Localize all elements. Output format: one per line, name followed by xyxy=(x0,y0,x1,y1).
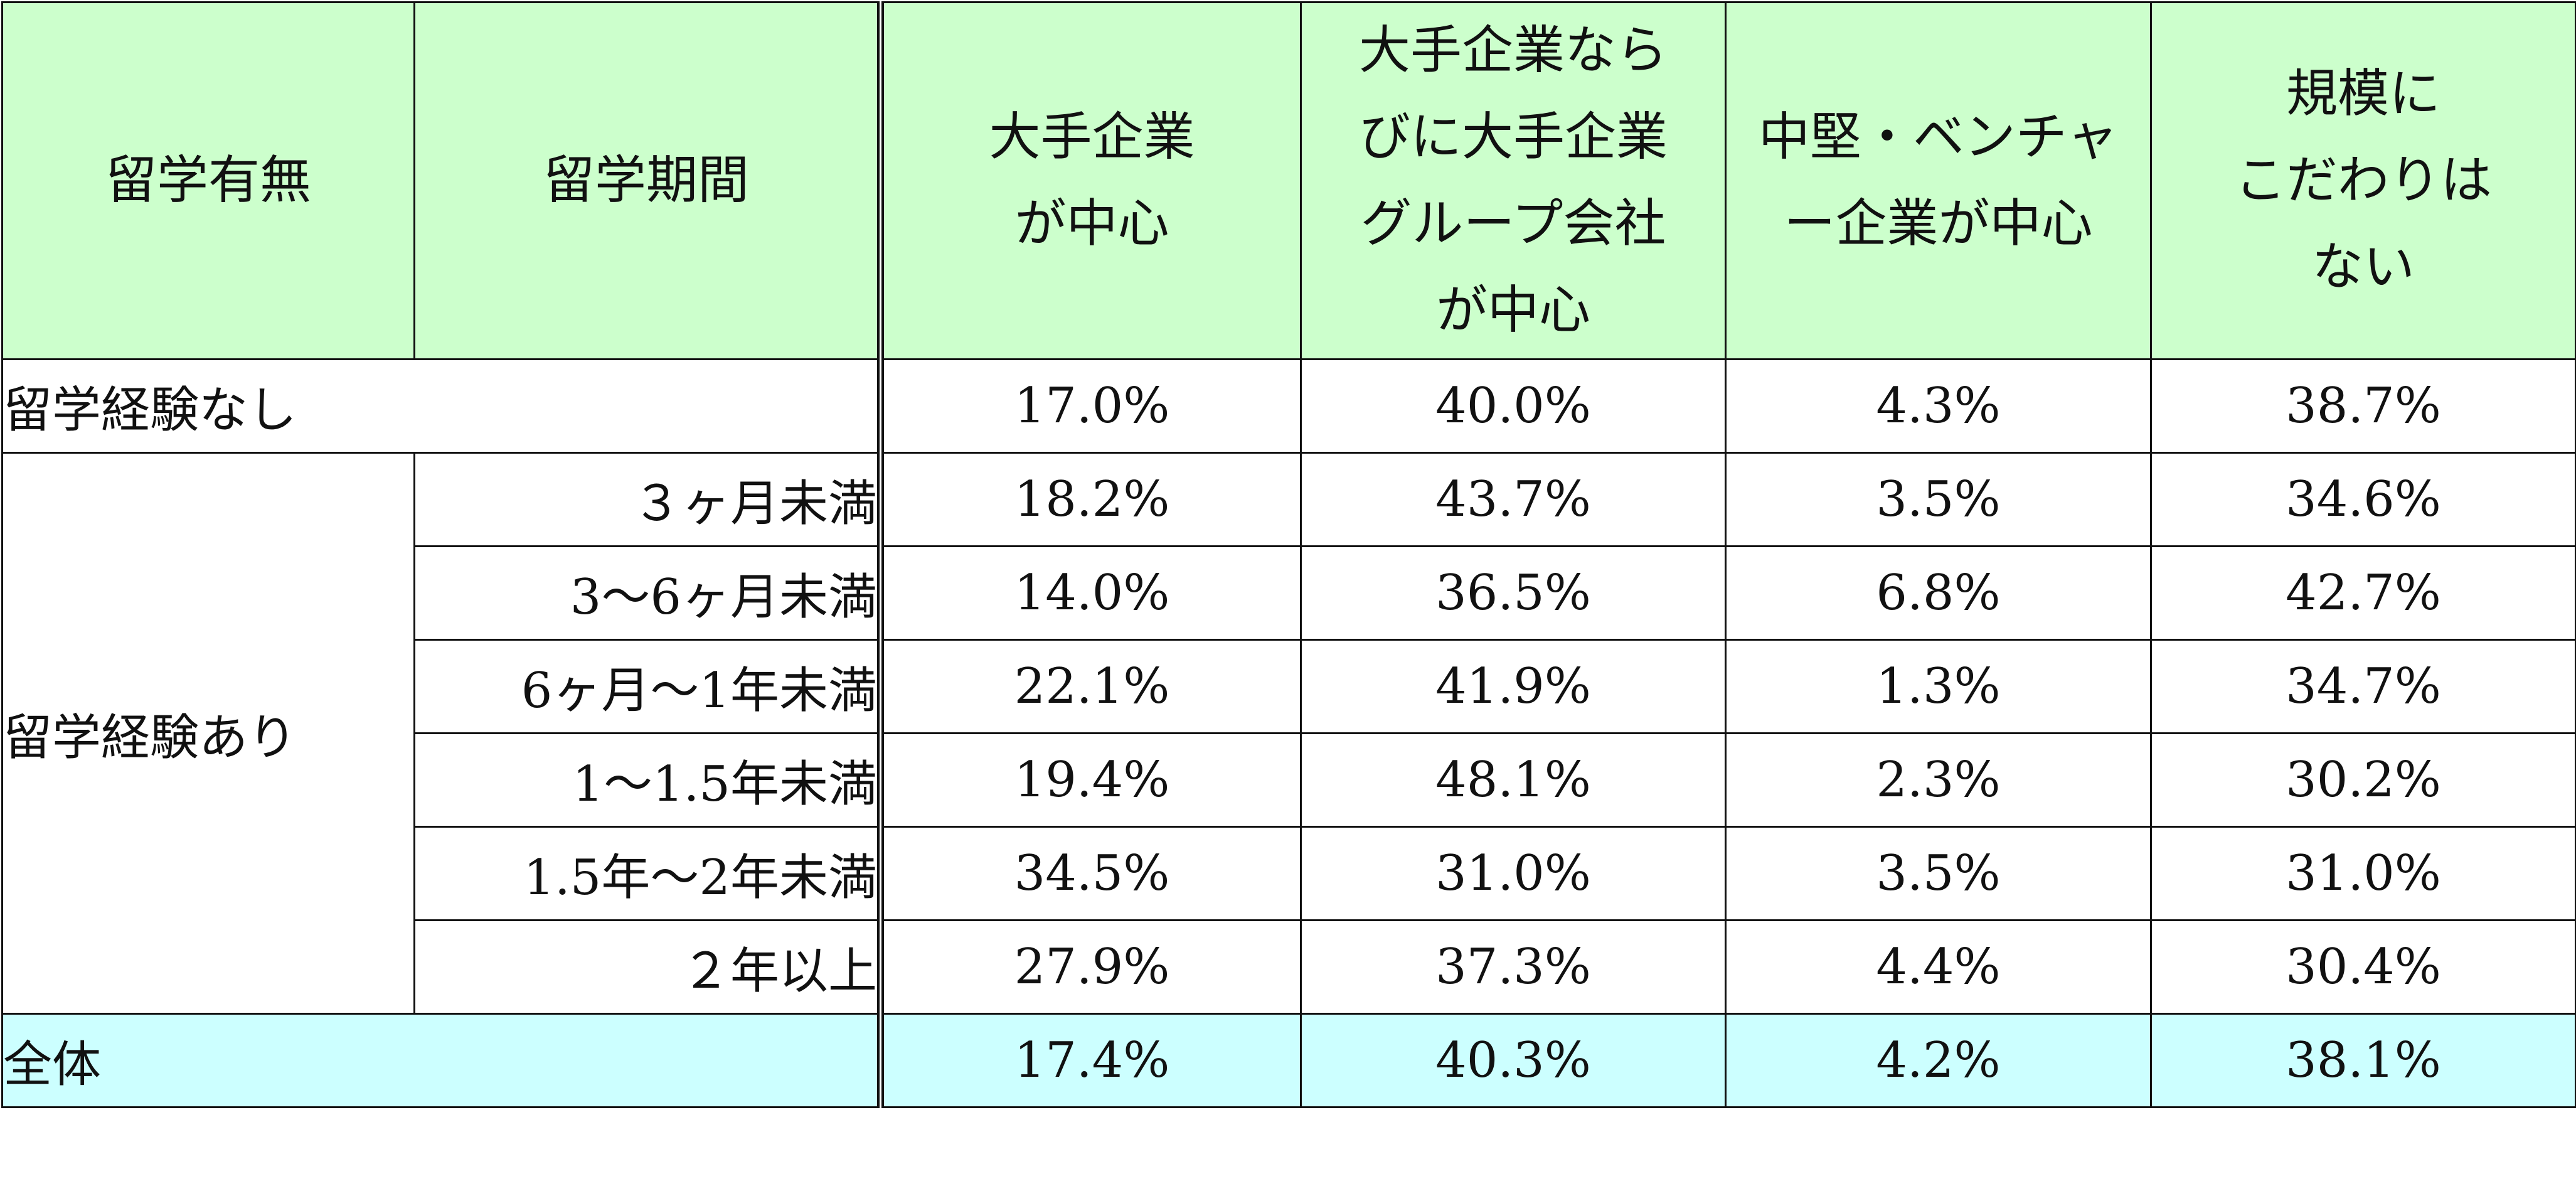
period-label: ３ヶ月未満 xyxy=(413,452,884,547)
header-large-companies: 大手企業 が中心 xyxy=(880,1,1302,360)
company-preference-table: 留学有無 留学期間 大手企業 が中心 大手企業なら びに大手企業 グループ会社 … xyxy=(1,1,2576,1108)
cell-value: 3.5% xyxy=(1725,826,2152,921)
cell-value: 41.9% xyxy=(1300,639,1727,734)
row-label-total: 全体 xyxy=(1,1013,884,1108)
cell-value: 17.4% xyxy=(880,1013,1302,1108)
header-period: 留学期間 xyxy=(413,1,884,360)
cell-value: 4.3% xyxy=(1725,358,2152,454)
header-no-size-preference-line-1: 規模に xyxy=(2286,64,2440,124)
header-large-and-group-line-4: が中心 xyxy=(1435,280,1590,340)
header-study-abroad: 留学有無 xyxy=(1,1,415,360)
period-label: 1〜1.5年未満 xyxy=(413,732,884,828)
header-large-companies-line-2: が中心 xyxy=(1014,194,1169,254)
cell-value: 4.2% xyxy=(1725,1013,2152,1108)
cell-value: 42.7% xyxy=(2150,545,2576,641)
header-midsize-venture: 中堅・ベンチャ ー企業が中心 xyxy=(1725,1,2152,360)
header-large-companies-line-1: 大手企業 xyxy=(989,107,1195,167)
cell-value: 2.3% xyxy=(1725,732,2152,828)
cell-value: 38.1% xyxy=(2150,1013,2576,1108)
period-label: 3〜6ヶ月未満 xyxy=(413,545,884,641)
cell-value: 34.5% xyxy=(880,826,1302,921)
cell-value: 3.5% xyxy=(1725,452,2152,547)
row-label-with-experience: 留学経験あり xyxy=(1,452,415,1015)
cell-value: 34.7% xyxy=(2150,639,2576,734)
cell-value: 31.0% xyxy=(2150,826,2576,921)
header-large-and-group-line-2: びに大手企業 xyxy=(1358,107,1668,167)
header-midsize-venture-line-2: ー企業が中心 xyxy=(1784,194,2093,254)
header-no-size-preference-line-3: ない xyxy=(2311,237,2415,297)
table-row: ２年以上 27.9% 37.3% 4.4% 30.4% xyxy=(3,919,2576,1015)
table-row: 6ヶ月〜1年未満 22.1% 41.9% 1.3% 34.7% xyxy=(3,639,2576,734)
cell-value: 38.7% xyxy=(2150,358,2576,454)
header-large-and-group-line-1: 大手企業なら xyxy=(1358,21,1668,80)
cell-value: 37.3% xyxy=(1300,919,1727,1015)
table-row: 1.5年〜2年未満 34.5% 31.0% 3.5% 31.0% xyxy=(3,826,2576,921)
cell-value: 14.0% xyxy=(880,545,1302,641)
header-no-size-preference: 規模に こだわりは ない xyxy=(2150,1,2576,360)
period-label: ２年以上 xyxy=(413,919,884,1015)
cell-value: 19.4% xyxy=(880,732,1302,828)
cell-value: 6.8% xyxy=(1725,545,2152,641)
table-row-no-experience: 留学経験なし 17.0% 40.0% 4.3% 38.7% xyxy=(1,358,2576,454)
cell-value: 48.1% xyxy=(1300,732,1727,828)
cell-value: 34.6% xyxy=(2150,452,2576,547)
cell-value: 17.0% xyxy=(880,358,1302,454)
header-large-and-group-line-3: グループ会社 xyxy=(1360,194,1666,254)
row-label-no-experience: 留学経験なし xyxy=(1,358,884,454)
cell-value: 22.1% xyxy=(880,639,1302,734)
header-midsize-venture-line-1: 中堅・ベンチャ xyxy=(1758,107,2119,167)
table-row: 1〜1.5年未満 19.4% 48.1% 2.3% 30.2% xyxy=(3,732,2576,828)
cell-value: 30.4% xyxy=(2150,919,2576,1015)
cell-value: 1.3% xyxy=(1725,639,2152,734)
period-label: 1.5年〜2年未満 xyxy=(413,826,884,921)
period-label: 6ヶ月〜1年未満 xyxy=(413,639,884,734)
header-no-size-preference-line-2: こだわりは xyxy=(2234,151,2492,210)
cell-value: 18.2% xyxy=(880,452,1302,547)
table-row: 留学経験あり ３ヶ月未満 18.2% 43.7% 3.5% 34.6% xyxy=(1,452,2576,1015)
header-large-and-group-companies: 大手企業なら びに大手企業 グループ会社 が中心 xyxy=(1300,1,1727,360)
cell-value: 27.9% xyxy=(880,919,1302,1015)
cell-value: 31.0% xyxy=(1300,826,1727,921)
cell-value: 4.4% xyxy=(1725,919,2152,1015)
cell-value: 30.2% xyxy=(2150,732,2576,828)
cell-value: 36.5% xyxy=(1300,545,1727,641)
cell-value: 40.0% xyxy=(1300,358,1727,454)
cell-value: 40.3% xyxy=(1300,1013,1727,1108)
table-row-total: 全体 17.4% 40.3% 4.2% 38.1% xyxy=(1,1013,2576,1108)
cell-value: 43.7% xyxy=(1300,452,1727,547)
table-row: 3〜6ヶ月未満 14.0% 36.5% 6.8% 42.7% xyxy=(3,545,2576,641)
header-row: 留学有無 留学期間 大手企業 が中心 大手企業なら びに大手企業 グループ会社 … xyxy=(1,1,2576,360)
